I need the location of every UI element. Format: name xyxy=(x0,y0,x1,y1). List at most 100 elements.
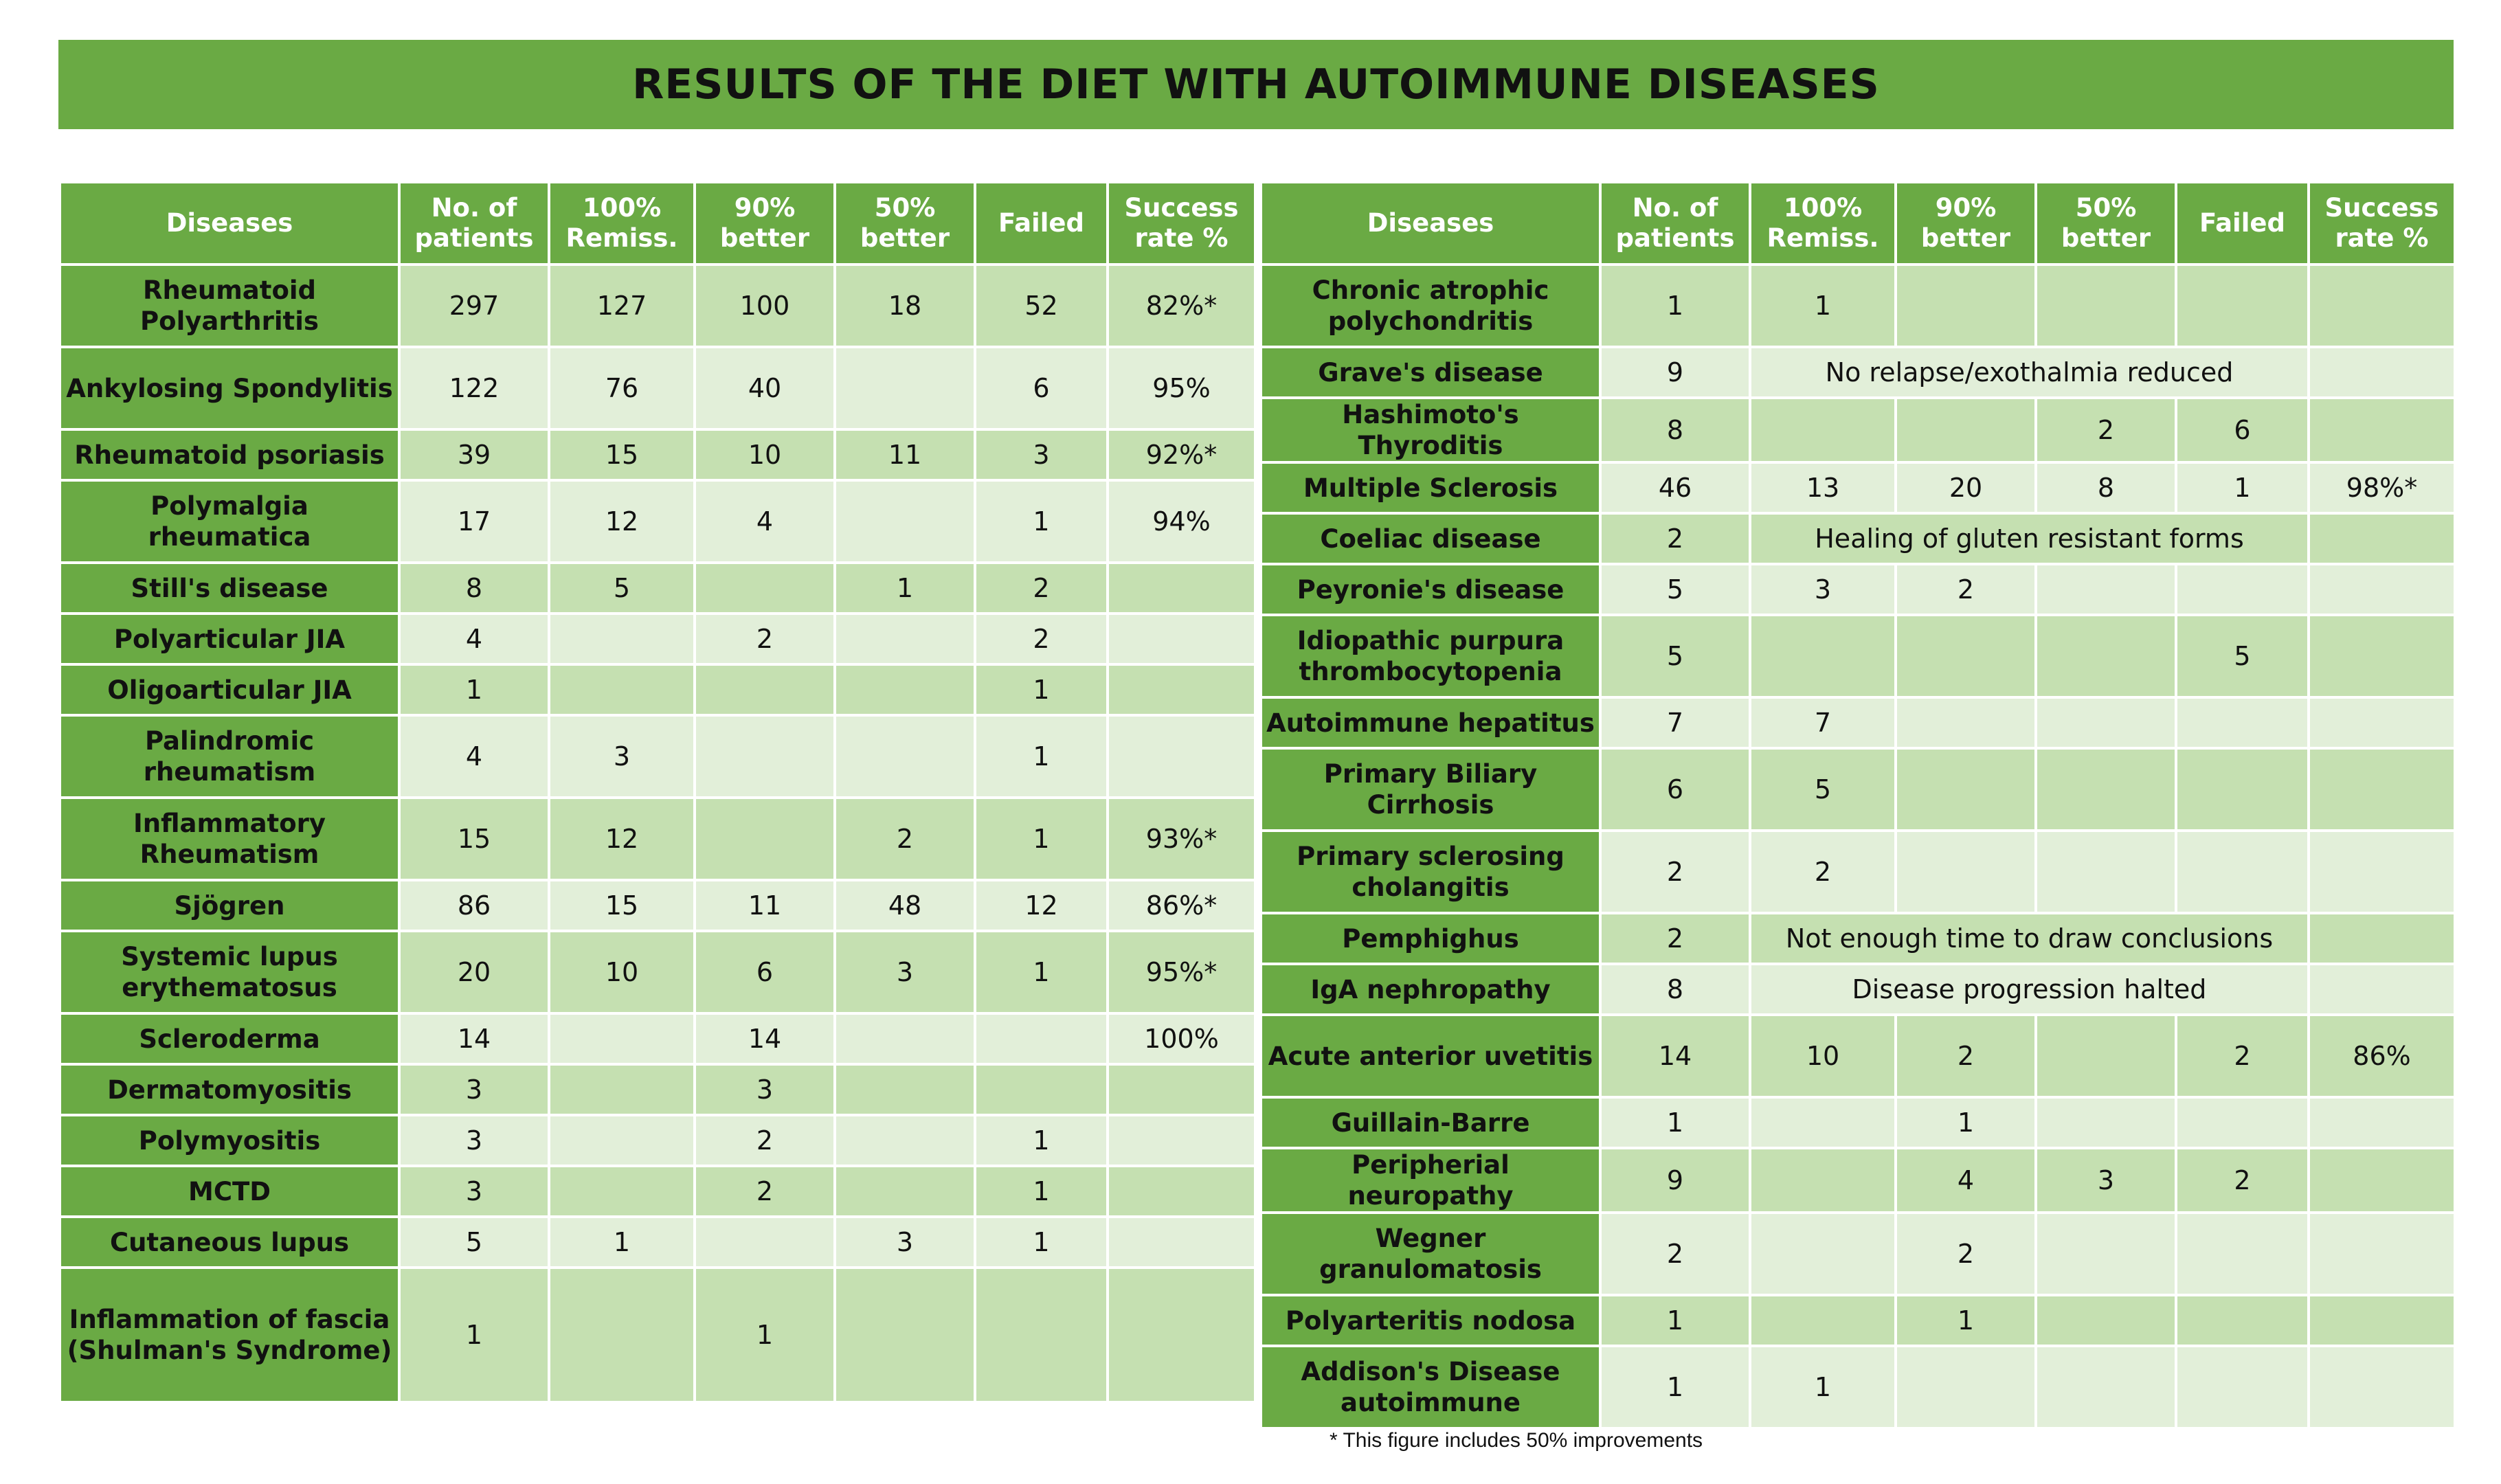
value-cell: 6 xyxy=(693,930,836,1015)
value-cell: 18 xyxy=(833,263,976,348)
value-cell: 2 xyxy=(2175,1147,2310,1214)
value-cell: 93%* xyxy=(1106,796,1257,881)
value-cell xyxy=(1106,1114,1257,1167)
column-header: Success rate % xyxy=(2307,181,2456,266)
value-cell: 1 xyxy=(1599,263,1751,348)
value-cell xyxy=(693,561,836,615)
table-row: Primary sclerosing cholangitis 2 2 xyxy=(1259,829,2456,914)
value-cell: 1 xyxy=(974,479,1109,564)
value-cell xyxy=(833,612,976,666)
disease-name: IgA nephropathy xyxy=(1259,963,1602,1016)
value-cell xyxy=(2034,263,2177,348)
value-cell: 1 xyxy=(548,1215,696,1269)
value-cell xyxy=(1749,1096,1897,1149)
disease-name: Ankylosing Spondylitis xyxy=(58,346,401,431)
table-row: Guillain-Barre 1 1 xyxy=(1259,1096,2456,1149)
value-cell: 5 xyxy=(2175,614,2310,699)
disease-name: Dermatomyositis xyxy=(58,1063,401,1116)
column-header: Diseases xyxy=(1259,181,1602,266)
value-cell xyxy=(1106,1215,1257,1269)
value-cell xyxy=(2307,829,2456,914)
value-cell: 4 xyxy=(398,714,550,799)
value-cell: 1 xyxy=(974,714,1109,799)
disease-name: Polyarteritis nodosa xyxy=(1259,1294,1602,1347)
value-cell: 39 xyxy=(398,428,550,482)
value-cell: 10 xyxy=(1749,1013,1897,1099)
value-cell xyxy=(548,663,696,717)
value-cell xyxy=(548,1012,696,1066)
value-cell: 2 xyxy=(1894,563,2037,616)
disease-name: Peyronie's disease xyxy=(1259,563,1602,616)
value-cell xyxy=(693,796,836,881)
value-cell xyxy=(2175,1345,2310,1430)
table-row: Pemphighus 2 Not enough time to draw concl… xyxy=(1259,912,2456,965)
value-cell: 100% xyxy=(1106,1012,1257,1066)
disease-name: Polymalgia rheumatica xyxy=(58,479,401,564)
value-cell: 2 xyxy=(2034,396,2177,464)
value-cell xyxy=(833,1165,976,1218)
value-cell xyxy=(1106,612,1257,666)
value-cell: 3 xyxy=(2034,1147,2177,1214)
value-cell xyxy=(2034,614,2177,699)
value-cell: 1 xyxy=(1599,1294,1751,1347)
value-cell xyxy=(2175,263,2310,348)
value-cell: 2 xyxy=(2175,1013,2310,1099)
value-cell: 95%* xyxy=(1106,930,1257,1015)
value-cell xyxy=(1894,396,2037,464)
value-cell: 8 xyxy=(398,561,550,615)
table-row: IgA nephropathy 8 Disease progression halt… xyxy=(1259,963,2456,1016)
value-cell: 14 xyxy=(398,1012,550,1066)
table-row: Polyarticular JIA 4 2 2 xyxy=(58,612,1257,666)
value-cell xyxy=(2034,1013,2177,1099)
value-cell xyxy=(2034,696,2177,750)
value-cell: 4 xyxy=(398,612,550,666)
value-cell xyxy=(833,663,976,717)
value-cell: 76 xyxy=(548,346,696,431)
value-cell: 1 xyxy=(974,1215,1109,1269)
title-banner: RESULTS OF THE DIET WITH AUTOIMMUNE DISE… xyxy=(58,40,2454,129)
value-cell xyxy=(2034,1211,2177,1296)
value-cell xyxy=(974,1266,1109,1404)
value-cell xyxy=(833,1266,976,1404)
value-cell: 12 xyxy=(974,879,1109,932)
value-cell xyxy=(2307,614,2456,699)
value-cell xyxy=(1106,714,1257,799)
value-cell xyxy=(833,479,976,564)
table-row: Multiple Sclerosis 46 13 20 8 1 98%* xyxy=(1259,461,2456,515)
value-cell: 1 xyxy=(974,930,1109,1015)
value-cell xyxy=(2034,1294,2177,1347)
value-cell: 86 xyxy=(398,879,550,932)
value-cell: 2 xyxy=(1599,512,1751,565)
disease-name: Rheumatoid Polyarthritis xyxy=(58,263,401,348)
disease-name: Inflammation of fascia (Shulman's Syndro… xyxy=(58,1266,401,1404)
value-cell: 1 xyxy=(1599,1345,1751,1430)
result-note: Healing of gluten resistant forms xyxy=(1749,512,2310,565)
disease-name: Wegner granulomatosis xyxy=(1259,1211,1602,1296)
value-cell xyxy=(2307,346,2456,399)
value-cell xyxy=(2307,696,2456,750)
value-cell: 5 xyxy=(398,1215,550,1269)
value-cell xyxy=(1894,696,2037,750)
footnote: * This figure includes 50% improvements xyxy=(1330,1429,1703,1452)
value-cell xyxy=(548,1114,696,1167)
value-cell: 1 xyxy=(974,796,1109,881)
value-cell: 10 xyxy=(693,428,836,482)
value-cell: 48 xyxy=(833,879,976,932)
value-cell xyxy=(2307,912,2456,965)
value-cell xyxy=(974,1012,1109,1066)
disease-name: Chronic atrophic polychondritis xyxy=(1259,263,1602,348)
disease-name: Rheumatoid psoriasis xyxy=(58,428,401,482)
table-row: Peripherial neuropathy 9 4 3 2 xyxy=(1259,1147,2456,1214)
value-cell xyxy=(2175,1211,2310,1296)
value-cell: 2 xyxy=(833,796,976,881)
value-cell xyxy=(2307,1294,2456,1347)
column-header: Failed xyxy=(2175,181,2310,266)
value-cell: 17 xyxy=(398,479,550,564)
value-cell: 100 xyxy=(693,263,836,348)
value-cell xyxy=(548,1266,696,1404)
value-cell xyxy=(1106,1063,1257,1116)
header-row: Diseases No. of patients 100% Remiss. 90% b… xyxy=(1259,181,2456,266)
results-table-right: Diseases No. of patients 100% Remiss. 90% b… xyxy=(1259,181,2456,1430)
value-cell: 9 xyxy=(1599,1147,1751,1214)
value-cell: 3 xyxy=(974,428,1109,482)
